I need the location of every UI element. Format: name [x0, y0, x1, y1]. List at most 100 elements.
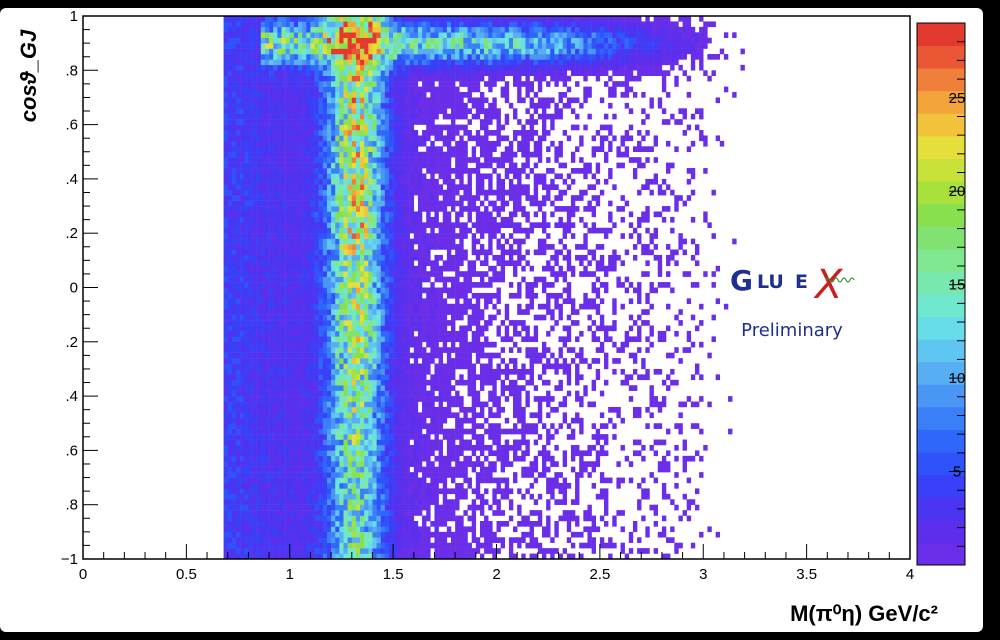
heatmap-cell [285, 216, 290, 223]
heatmap-cell [393, 26, 398, 33]
heatmap-cell [314, 379, 319, 386]
heatmap-cell [347, 119, 353, 125]
heatmap-cell [372, 520, 377, 527]
heatmap-cell [335, 417, 340, 424]
heatmap-cell [318, 81, 324, 87]
heatmap-cell [244, 211, 249, 218]
heatmap-cell [310, 444, 315, 451]
heatmap-cell [236, 434, 241, 440]
heatmap-cell [310, 32, 315, 38]
heatmap-cell [360, 320, 365, 326]
heatmap-cell [223, 455, 228, 462]
heatmap-cell [281, 43, 286, 49]
heatmap-cell [388, 379, 394, 386]
heatmap-cell [310, 254, 315, 261]
heatmap-cell [343, 227, 348, 234]
heatmap-cell [397, 363, 402, 370]
heatmap-cell [335, 358, 340, 364]
heatmap-cell [248, 249, 253, 256]
heatmap-cell [269, 466, 274, 473]
heatmap-cell [360, 140, 365, 147]
heatmap-cell [335, 37, 340, 44]
heatmap-cell [227, 119, 233, 125]
heatmap-cell [244, 222, 249, 229]
heatmap-cell [393, 444, 398, 451]
heatmap-cell [393, 303, 398, 310]
heatmap-cell [223, 352, 228, 359]
heatmap-cell [360, 461, 365, 467]
heatmap-cell [417, 37, 423, 44]
heatmap-cell [343, 434, 348, 440]
heatmap-cell [426, 368, 431, 375]
heatmap-cell [409, 178, 415, 185]
heatmap-cell [289, 412, 295, 419]
heatmap-cell [302, 265, 307, 272]
heatmap-cell [298, 537, 303, 543]
heatmap-cell [355, 233, 361, 239]
heatmap-cell [314, 206, 319, 212]
heatmap-cell [231, 227, 237, 234]
heatmap-cell [244, 130, 249, 136]
heatmap-cell [285, 124, 290, 131]
heatmap-cell [405, 401, 410, 408]
heatmap-cell [293, 119, 299, 125]
heatmap-cell [252, 271, 257, 277]
heatmap-cell [293, 70, 299, 76]
heatmap-cell [364, 412, 369, 419]
heatmap-cell [281, 444, 286, 451]
heatmap-cell [248, 86, 253, 93]
heatmap-cell [335, 287, 340, 294]
heatmap-cell [364, 428, 369, 435]
heatmap-cell [306, 450, 311, 457]
heatmap-cell [281, 287, 286, 294]
heatmap-cell [417, 510, 423, 516]
heatmap-cell [368, 102, 373, 109]
heatmap-cell [240, 151, 245, 158]
heatmap-cell [393, 200, 398, 207]
heatmap-cell [252, 195, 257, 201]
heatmap-cell [277, 455, 282, 462]
heatmap-cell [264, 92, 270, 98]
heatmap-cell [376, 130, 381, 136]
heatmap-cell [264, 412, 270, 419]
heatmap-cell [285, 537, 290, 543]
heatmap-cell [318, 504, 324, 511]
heatmap-cell [289, 510, 295, 516]
heatmap-cell [240, 130, 245, 136]
heatmap-cell [331, 390, 336, 397]
heatmap-cell [417, 206, 423, 212]
heatmap-cell [269, 450, 274, 457]
heatmap-cell [240, 504, 245, 511]
heatmap-cell [355, 124, 361, 131]
heatmap-cell [380, 200, 386, 207]
heatmap-cell [368, 119, 373, 125]
heatmap-cell [405, 531, 410, 538]
heatmap-cell [422, 54, 427, 60]
heatmap-cell [285, 97, 290, 104]
heatmap-cell [405, 119, 410, 125]
heatmap-cell [376, 189, 381, 196]
heatmap-cell [289, 379, 295, 386]
heatmap-cell [401, 282, 406, 288]
heatmap-cell [409, 21, 415, 28]
heatmap-cell [318, 162, 324, 169]
heatmap-cell [397, 428, 402, 435]
heatmap-cell [376, 254, 381, 261]
heatmap-cell [343, 493, 348, 500]
heatmap-cell [314, 276, 319, 283]
heatmap-cell [227, 162, 233, 169]
heatmap-cell [314, 249, 319, 256]
heatmap-cell [405, 173, 410, 180]
heatmap-cell [355, 309, 361, 315]
heatmap-cell [256, 320, 262, 326]
heatmap-cell [426, 553, 431, 560]
heatmap-cell [223, 59, 228, 66]
heatmap-cell [260, 314, 266, 321]
heatmap-cell [326, 75, 332, 82]
heatmap-cell [248, 32, 253, 38]
heatmap-cell [384, 189, 390, 196]
heatmap-cell [339, 461, 344, 467]
heatmap-cell [372, 406, 377, 413]
heatmap-cell [368, 461, 373, 467]
heatmap-cell [236, 216, 241, 223]
